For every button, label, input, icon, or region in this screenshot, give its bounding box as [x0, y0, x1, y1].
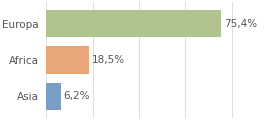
Text: 6,2%: 6,2%: [64, 91, 90, 101]
Bar: [46, 10, 221, 37]
Bar: [46, 46, 89, 74]
Text: 18,5%: 18,5%: [92, 55, 125, 65]
Bar: [46, 83, 61, 110]
Text: 75,4%: 75,4%: [224, 19, 257, 29]
